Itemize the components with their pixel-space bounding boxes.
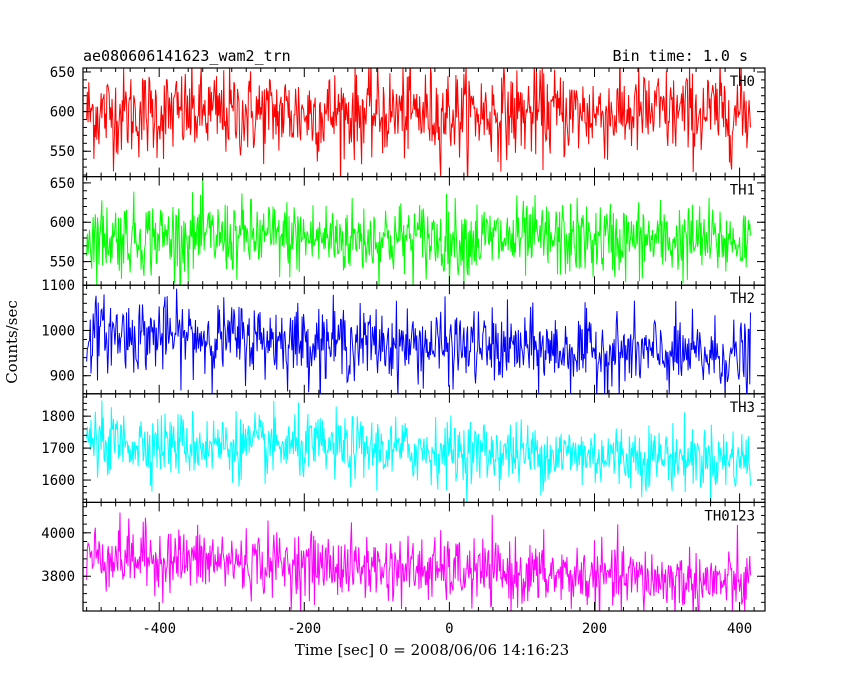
- y-tick-label: 600: [50, 105, 75, 121]
- panels-group: TH0 550 600 650 TH1 550 600 650 TH2 900 1000 1100 TH…: [41, 65, 766, 637]
- y-axis-label: Counts/sec: [3, 300, 21, 384]
- y-tick-label: 1100: [41, 278, 75, 294]
- y-tick-label: 550: [50, 255, 75, 271]
- series-th0123-line: [86, 512, 751, 611]
- y-tick-label: 900: [50, 369, 75, 385]
- panel-label-th0: TH0: [730, 74, 755, 90]
- y-tick-label: 1000: [41, 323, 75, 339]
- x-tick-label: 400: [727, 621, 752, 637]
- x-axis-label: Time [sec] 0 = 2008/06/06 14:16:23: [295, 641, 569, 659]
- panel-frame: [82, 501, 766, 612]
- panel-label-th2: TH2: [730, 291, 755, 307]
- y-tick-label: 1700: [41, 441, 75, 457]
- y-tick-label: 1800: [41, 409, 75, 425]
- y-tick-label: 550: [50, 144, 75, 160]
- x-tick-label: 0: [445, 621, 453, 637]
- series-th3-line: [86, 400, 751, 503]
- x-tick-label: 200: [582, 621, 607, 637]
- panel-label-th1: TH1: [730, 183, 755, 199]
- y-tick-label: 4000: [41, 526, 75, 542]
- y-tick-label: 3800: [41, 569, 75, 585]
- chart-title: ae080606141623_wam2_trn: [83, 47, 291, 65]
- panel-label-th0123: TH0123: [704, 508, 755, 524]
- series-th2-line: [86, 288, 751, 394]
- x-tick-label: -400: [142, 621, 176, 637]
- panel-label-th3: TH3: [730, 400, 755, 416]
- bin-time-label: Bin time: 1.0 s: [613, 47, 748, 65]
- y-tick-label: 600: [50, 215, 75, 231]
- y-tick-label: 650: [50, 176, 75, 192]
- x-tick-label: -200: [287, 621, 321, 637]
- y-tick-label: 650: [50, 65, 75, 81]
- y-tick-label: 1600: [41, 473, 75, 489]
- series-th1-line: [86, 177, 751, 286]
- series-th0-line: [86, 68, 751, 177]
